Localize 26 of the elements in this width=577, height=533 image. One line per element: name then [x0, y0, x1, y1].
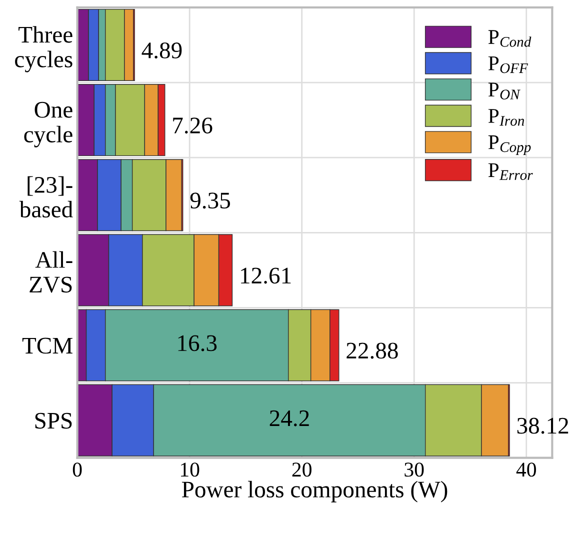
annotation: 7.26 — [173, 118, 212, 134]
annotation: 38.12 — [517, 418, 568, 434]
annotation: 12.61 — [241, 268, 291, 284]
legend-label: P$_{ON}$ — [488, 82, 521, 100]
y-tick-label: Three cycles — [15, 26, 72, 72]
legend-label: P$_{Copp}$ — [488, 135, 531, 156]
x-tick-label: 10 — [180, 462, 200, 477]
x-tick-label: 20 — [292, 462, 312, 477]
annotation: 9.35 — [190, 192, 230, 209]
legend-label: P$_{Iron}$ — [488, 109, 524, 126]
data-label: 16.3 — [178, 335, 217, 352]
x-axis-title: Power loss components (W) — [182, 480, 448, 502]
legend-label: P$_{Cond}$ — [488, 30, 532, 47]
data-label: 24.2 — [270, 410, 309, 426]
legend-label: P$_{OFF}$ — [488, 56, 528, 74]
y-tick-label: One cycle — [24, 102, 72, 148]
y-tick-label: [23]- based — [19, 176, 73, 218]
annotation: 4.89 — [142, 42, 182, 59]
x-tick-label: 30 — [404, 462, 424, 477]
x-tick-label: 0 — [72, 462, 82, 477]
y-tick-label: TCM — [22, 338, 72, 354]
x-tick-label: 40 — [516, 462, 536, 477]
y-tick-label: All- ZVS — [30, 251, 72, 293]
y-tick-label: SPS — [35, 412, 72, 429]
legend-label: P$_{Error}$ — [488, 163, 533, 180]
annotation: 22.88 — [346, 342, 398, 359]
